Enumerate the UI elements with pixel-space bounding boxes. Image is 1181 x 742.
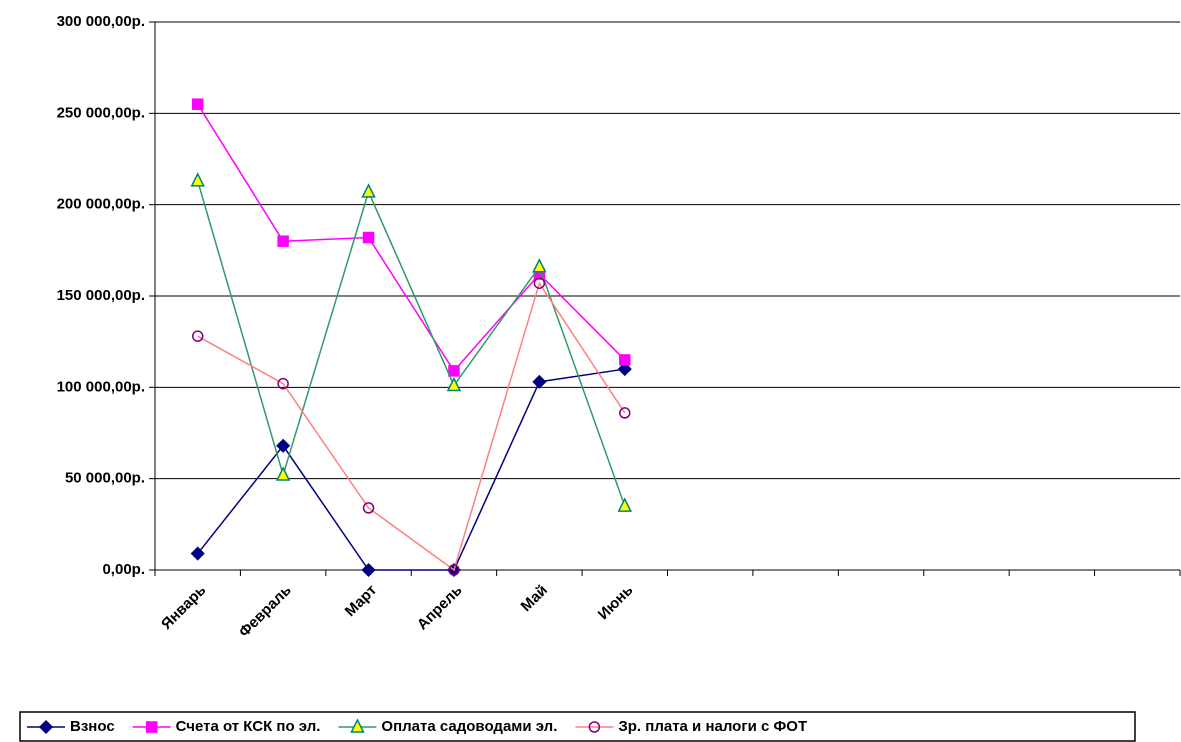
- data-point: [362, 502, 375, 514]
- data-point: [532, 258, 547, 273]
- x-tick-label: Июнь: [595, 582, 637, 624]
- y-tick-label: 100 000,00р.: [57, 378, 145, 395]
- legend-label: Счета от КСК по эл.: [176, 718, 321, 735]
- series-line: [197, 281, 626, 572]
- x-tick-label: Март: [342, 582, 380, 620]
- x-tick-label: Январь: [158, 582, 209, 633]
- data-point: [617, 497, 633, 512]
- data-point: [362, 231, 375, 244]
- data-point: [190, 172, 205, 187]
- x-tick-label: Май: [518, 582, 551, 615]
- legend-label: Оплата садоводами эл.: [381, 718, 557, 735]
- data-point: [361, 183, 376, 198]
- data-point: [191, 98, 204, 110]
- data-point: [276, 438, 291, 453]
- data-point: [617, 362, 632, 377]
- data-point: [277, 377, 289, 390]
- legend-label: Зр. плата и налоги с ФОТ: [618, 718, 807, 735]
- legend-marker: [145, 721, 158, 733]
- y-tick-label: 150 000,00р.: [57, 287, 145, 304]
- y-tick-label: 0,00р.: [102, 561, 145, 578]
- y-tick-label: 300 000,00р.: [57, 13, 145, 30]
- x-tick-label: Апрель: [414, 582, 466, 634]
- legend-marker: [350, 718, 365, 733]
- series-line: [197, 103, 626, 373]
- x-tick-label: Февраль: [236, 582, 295, 641]
- series-line: [196, 180, 626, 507]
- series-line: [197, 368, 625, 571]
- data-point: [361, 562, 376, 578]
- data-point: [619, 354, 631, 366]
- legend-marker: [38, 719, 54, 735]
- legend-label: Взнос: [70, 718, 115, 735]
- data-point: [275, 466, 291, 481]
- y-tick-label: 200 000,00р.: [57, 196, 145, 213]
- y-tick-label: 250 000,00р.: [57, 104, 145, 121]
- data-point: [446, 376, 462, 392]
- data-point: [190, 546, 205, 561]
- y-tick-label: 50 000,00р.: [65, 470, 145, 487]
- data-point: [191, 330, 204, 342]
- data-point: [448, 365, 460, 377]
- legend: Взнос Счета от КСК по эл. Оплата садоводам…: [19, 711, 1136, 742]
- data-point: [533, 277, 546, 289]
- data-point: [532, 374, 547, 389]
- legend-marker: [588, 721, 601, 733]
- data-point: [448, 564, 460, 576]
- data-point: [277, 235, 289, 247]
- data-point: [619, 407, 631, 419]
